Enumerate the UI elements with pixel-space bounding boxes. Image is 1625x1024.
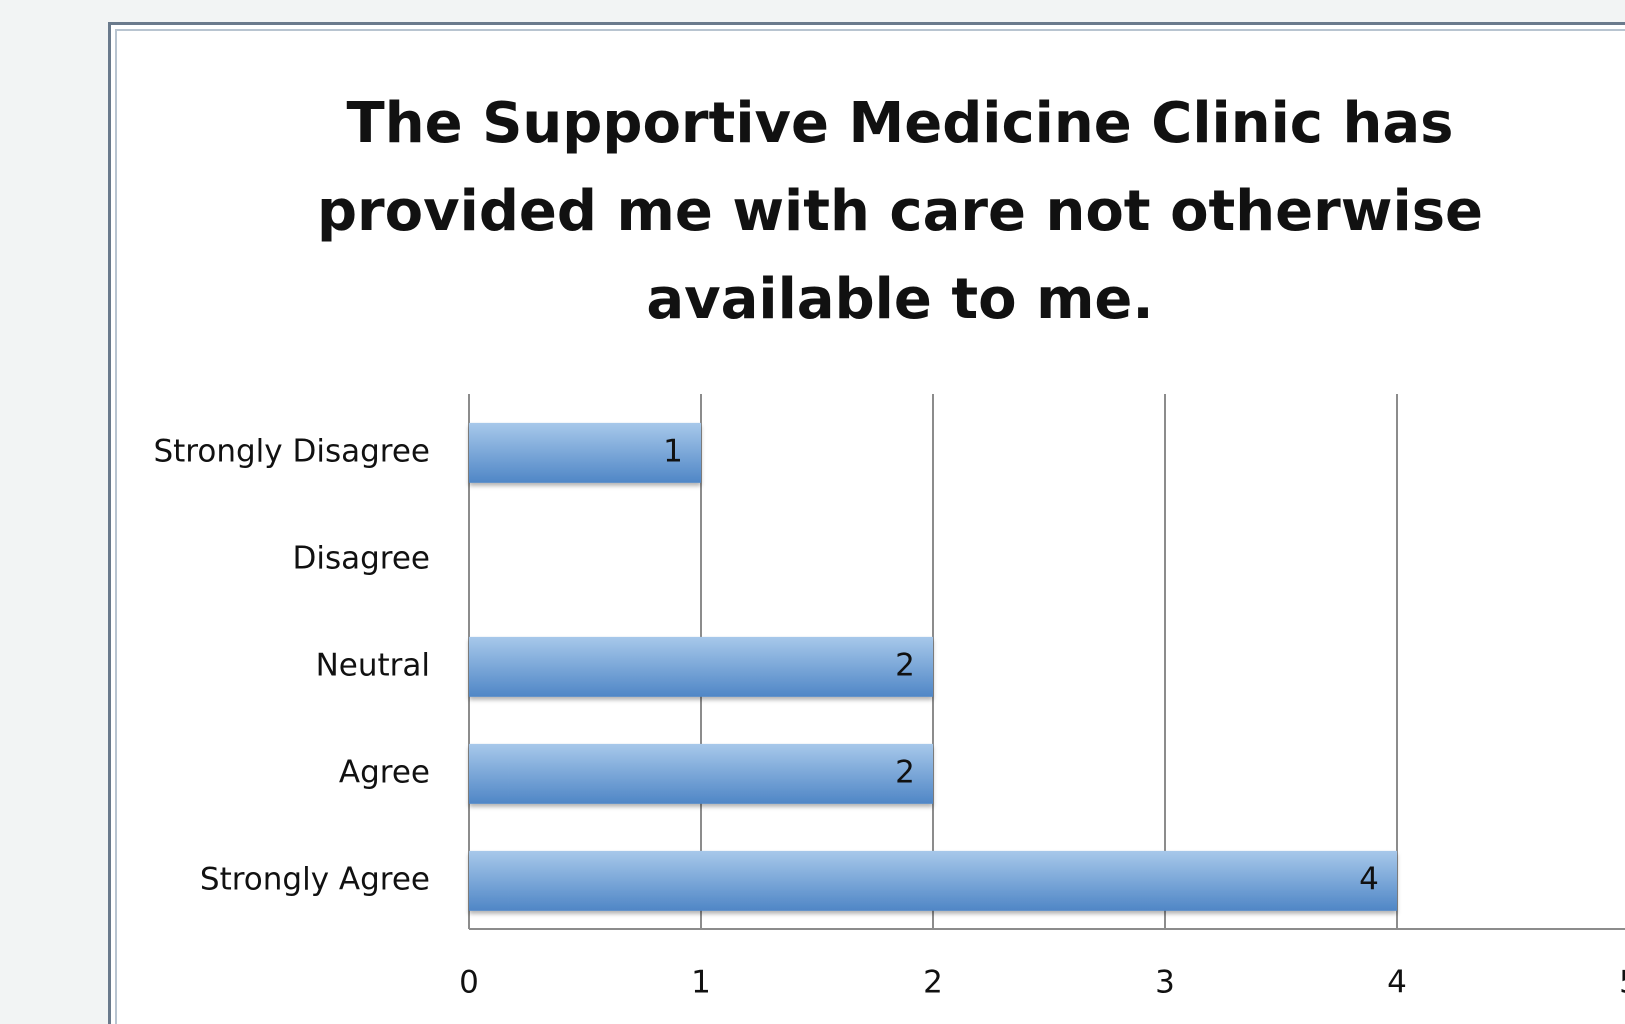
data-label: 4: [1359, 861, 1379, 897]
x-tick-label: 3: [1155, 965, 1175, 1001]
x-tick-label: 5: [1619, 965, 1625, 1001]
y-tick-label: Disagree: [292, 540, 430, 576]
y-tick-label: Strongly Agree: [200, 861, 430, 897]
x-tick-label: 2: [923, 965, 943, 1001]
y-tick-label: Agree: [339, 754, 430, 790]
data-label: 2: [895, 647, 915, 683]
bar: [469, 850, 1397, 911]
bar: [469, 743, 933, 804]
x-tick-label: 4: [1387, 965, 1407, 1001]
bar: [469, 422, 701, 483]
data-label: 2: [895, 754, 915, 790]
y-tick-label: Neutral: [316, 647, 430, 683]
x-tick-label: 1: [691, 965, 711, 1001]
x-tick-label: 0: [459, 965, 479, 1001]
chart-title: The Supportive Medicine Clinic has provi…: [316, 91, 1484, 332]
y-tick-label: Strongly Disagree: [153, 433, 430, 469]
bar: [469, 636, 933, 697]
data-label: 1: [663, 433, 683, 469]
chart-frame-inner: [115, 29, 1625, 1024]
